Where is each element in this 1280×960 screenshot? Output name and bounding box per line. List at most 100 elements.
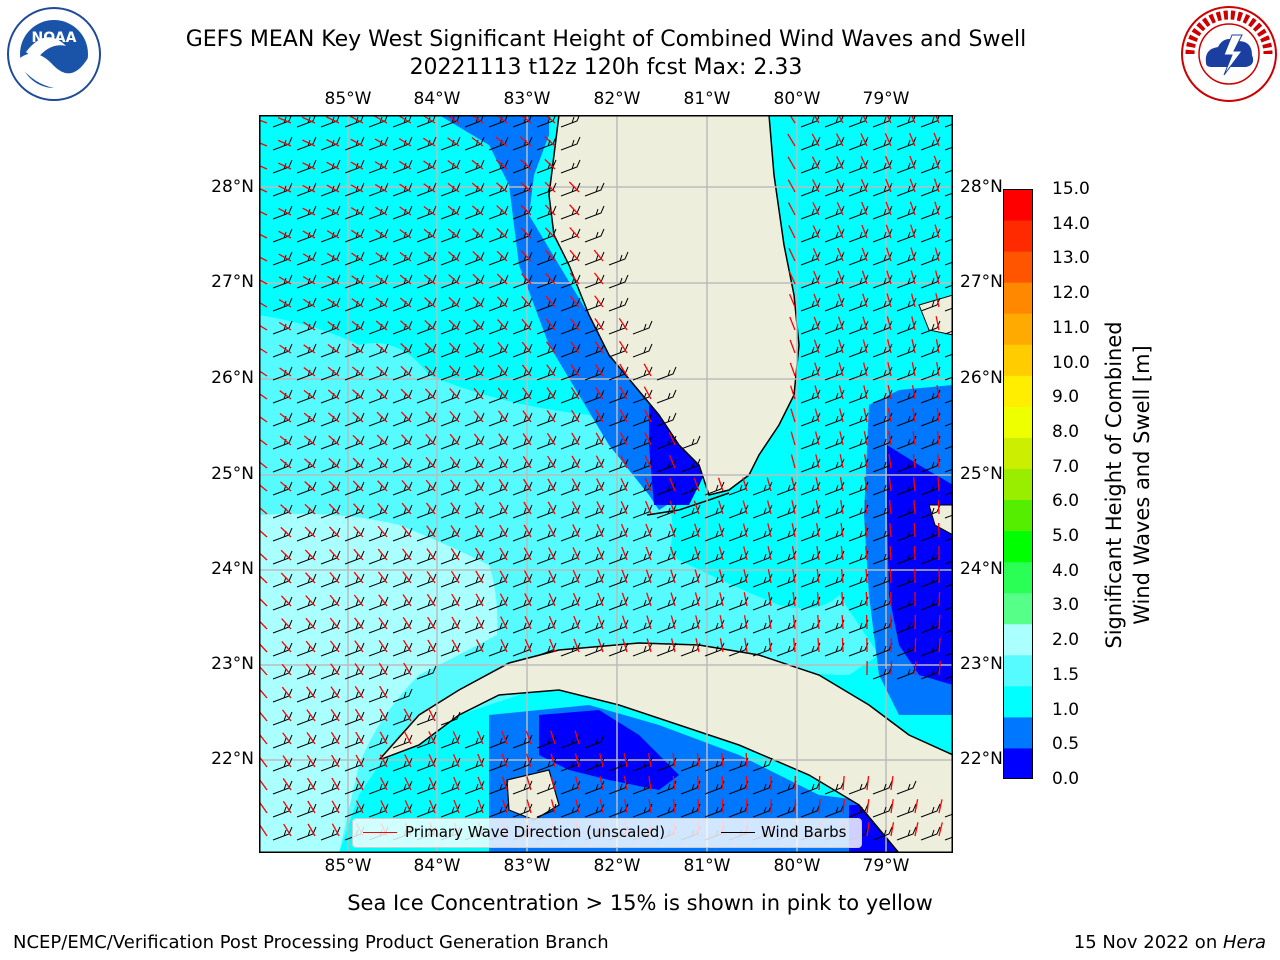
wave-direction-arrow bbox=[646, 615, 652, 630]
wave-direction-arrow bbox=[404, 777, 412, 791]
wave-direction-arrow bbox=[719, 638, 724, 653]
wave-direction-arrow bbox=[937, 499, 940, 515]
wind-barb bbox=[656, 642, 677, 657]
wave-direction-arrow bbox=[451, 616, 460, 630]
wind-barb bbox=[656, 527, 677, 542]
wave-direction-arrow bbox=[935, 293, 940, 308]
wave-direction-arrow bbox=[305, 663, 316, 676]
wind-barb bbox=[704, 504, 725, 519]
wave-direction-arrow bbox=[569, 249, 580, 262]
wind-barb bbox=[512, 734, 533, 749]
wave-direction-arrow bbox=[861, 247, 868, 262]
wave-direction-arrow bbox=[449, 388, 460, 400]
wave-direction-arrow bbox=[572, 547, 580, 561]
wave-direction-arrow bbox=[355, 777, 364, 791]
wind-barb-legend-swatch bbox=[721, 832, 755, 833]
wave-direction-arrow bbox=[448, 342, 460, 354]
wave-direction-arrow bbox=[938, 822, 943, 837]
wave-direction-arrow bbox=[326, 184, 340, 193]
wave-direction-arrow bbox=[401, 502, 412, 515]
wave-direction-arrow bbox=[839, 431, 844, 446]
wind-barb bbox=[512, 504, 533, 519]
wave-direction-arrow bbox=[303, 321, 316, 331]
wave-direction-arrow bbox=[568, 181, 580, 193]
wave-direction-arrow bbox=[495, 159, 508, 170]
wave-direction-arrow bbox=[888, 500, 892, 515]
wave-direction-arrow bbox=[911, 339, 916, 354]
wind-barb bbox=[800, 136, 821, 151]
wave-direction-arrow bbox=[571, 501, 580, 515]
wave-direction-arrow bbox=[352, 457, 364, 469]
lon-tick-bottom: 84°W bbox=[413, 856, 461, 876]
wave-direction-arrow bbox=[742, 523, 748, 538]
wave-direction-arrow bbox=[864, 523, 868, 538]
wave-direction-arrow bbox=[306, 686, 316, 699]
wave-direction-arrow bbox=[375, 229, 388, 239]
wave-direction-arrow bbox=[644, 455, 652, 469]
wave-direction-arrow bbox=[476, 730, 484, 745]
wind-barb bbox=[608, 412, 629, 427]
wave-direction-arrow bbox=[326, 116, 340, 124]
wave-direction-arrow bbox=[303, 344, 316, 354]
wave-direction-arrow bbox=[351, 275, 364, 285]
wave-direction-arrow bbox=[423, 228, 436, 239]
wind-barb bbox=[896, 274, 917, 289]
wave-direction-arrow bbox=[841, 637, 844, 653]
wind-barb bbox=[632, 619, 653, 634]
wave-direction-arrow bbox=[475, 616, 484, 630]
wave-direction-arrow bbox=[449, 433, 460, 446]
wind-barb bbox=[872, 343, 893, 358]
wave-direction-arrow bbox=[570, 318, 580, 331]
wave-direction-arrow bbox=[355, 731, 364, 745]
wave-direction-arrow bbox=[495, 136, 508, 147]
wave-direction-arrow bbox=[594, 363, 604, 377]
wave-direction-arrow bbox=[520, 159, 532, 170]
wave-direction-arrow bbox=[277, 117, 292, 124]
wave-direction-arrow bbox=[745, 752, 748, 768]
wind-barb bbox=[704, 550, 725, 565]
wave-direction-arrow bbox=[695, 615, 700, 630]
wind-barb bbox=[632, 435, 653, 450]
wind-barb bbox=[464, 573, 485, 588]
wave-direction-arrow bbox=[259, 574, 268, 584]
wave-direction-arrow bbox=[259, 187, 268, 193]
colorbar-segment bbox=[1003, 592, 1033, 625]
wave-direction-arrow bbox=[570, 341, 580, 354]
wave-direction-arrow bbox=[400, 320, 412, 331]
wave-direction-arrow bbox=[304, 481, 316, 492]
wave-direction-arrow bbox=[937, 476, 940, 492]
wind-barb bbox=[608, 596, 629, 611]
wind-barb bbox=[776, 619, 797, 634]
wave-direction-arrow bbox=[788, 270, 796, 285]
wave-direction-legend-label: Primary Wave Direction (unscaled) bbox=[405, 823, 666, 841]
wave-direction-arrow bbox=[767, 523, 772, 538]
lat-tick-right: 25°N bbox=[960, 464, 1003, 484]
wind-barb bbox=[800, 182, 821, 197]
wave-direction-arrow bbox=[914, 660, 917, 676]
colorbar-tick-label: 3.0 bbox=[1052, 595, 1080, 616]
wave-direction-arrow bbox=[328, 526, 340, 538]
wind-barb bbox=[872, 435, 893, 450]
wave-direction-arrow bbox=[374, 115, 388, 124]
wave-direction-arrow bbox=[426, 525, 436, 538]
wave-direction-arrow bbox=[423, 137, 436, 147]
wave-direction-arrow bbox=[912, 408, 916, 423]
wind-barb bbox=[392, 688, 413, 703]
wave-direction-arrow bbox=[792, 569, 796, 584]
wave-direction-arrow bbox=[789, 115, 796, 124]
wave-direction-arrow bbox=[544, 136, 556, 147]
wind-barb bbox=[944, 192, 953, 197]
colorbar-segment bbox=[1003, 375, 1033, 407]
wave-direction-arrow bbox=[474, 479, 484, 492]
colorbar-segment bbox=[1003, 716, 1033, 749]
wave-direction-arrow bbox=[544, 158, 556, 170]
wind-barb bbox=[824, 228, 845, 243]
wave-direction-arrow bbox=[839, 477, 844, 492]
wind-barb bbox=[848, 274, 869, 289]
wind-barb bbox=[608, 803, 629, 818]
colorbar-title-line1: Significant Height of Combined bbox=[1102, 321, 1126, 649]
colorbar-segment bbox=[1003, 561, 1033, 594]
wave-direction-arrow bbox=[280, 481, 292, 492]
wave-direction-arrow bbox=[623, 776, 628, 791]
wave-direction-arrow bbox=[836, 201, 844, 216]
